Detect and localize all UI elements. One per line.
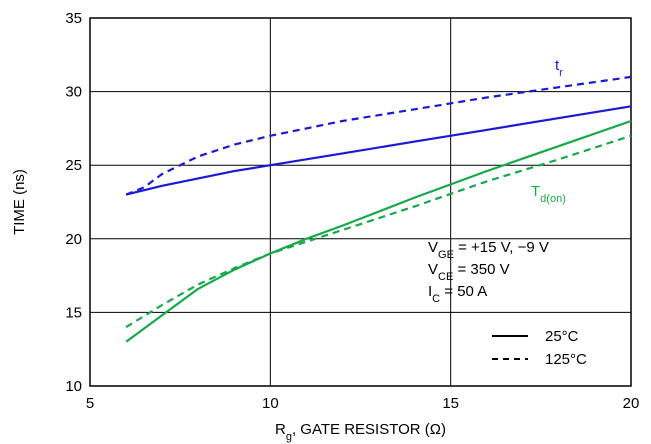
- x-tick-label: 10: [262, 395, 279, 412]
- legend-label: 125°C: [545, 351, 587, 368]
- x-tick-label: 15: [442, 395, 459, 412]
- series-line-td_125: [125, 134, 632, 329]
- series-label-td: Td(on): [531, 183, 566, 205]
- x-tick-label: 5: [86, 395, 94, 412]
- y-tick-label: 30: [65, 84, 82, 101]
- series-line-tr_125: [125, 75, 632, 196]
- legend-label: 25°C: [545, 328, 579, 345]
- condition-text: VCE = 350 V: [428, 261, 510, 283]
- series-line-tr_25: [125, 105, 632, 196]
- y-tick-label: 10: [65, 378, 82, 395]
- y-axis-title: TIME (ns): [11, 169, 28, 235]
- series-line-td_25: [125, 119, 632, 343]
- plot-frame: [89, 17, 632, 387]
- condition-text: VGE = +15 V, −9 V: [428, 239, 549, 261]
- condition-text: IC = 50 A: [428, 283, 487, 305]
- series-label-tr: tr: [555, 57, 563, 79]
- y-tick-label: 25: [65, 157, 82, 174]
- x-axis-title: Rg, GATE RESISTOR (Ω): [275, 421, 446, 443]
- y-tick-label: 15: [65, 304, 82, 321]
- x-tick-label: 20: [623, 395, 640, 412]
- y-tick-label: 20: [65, 231, 82, 248]
- y-tick-label: 35: [65, 10, 82, 27]
